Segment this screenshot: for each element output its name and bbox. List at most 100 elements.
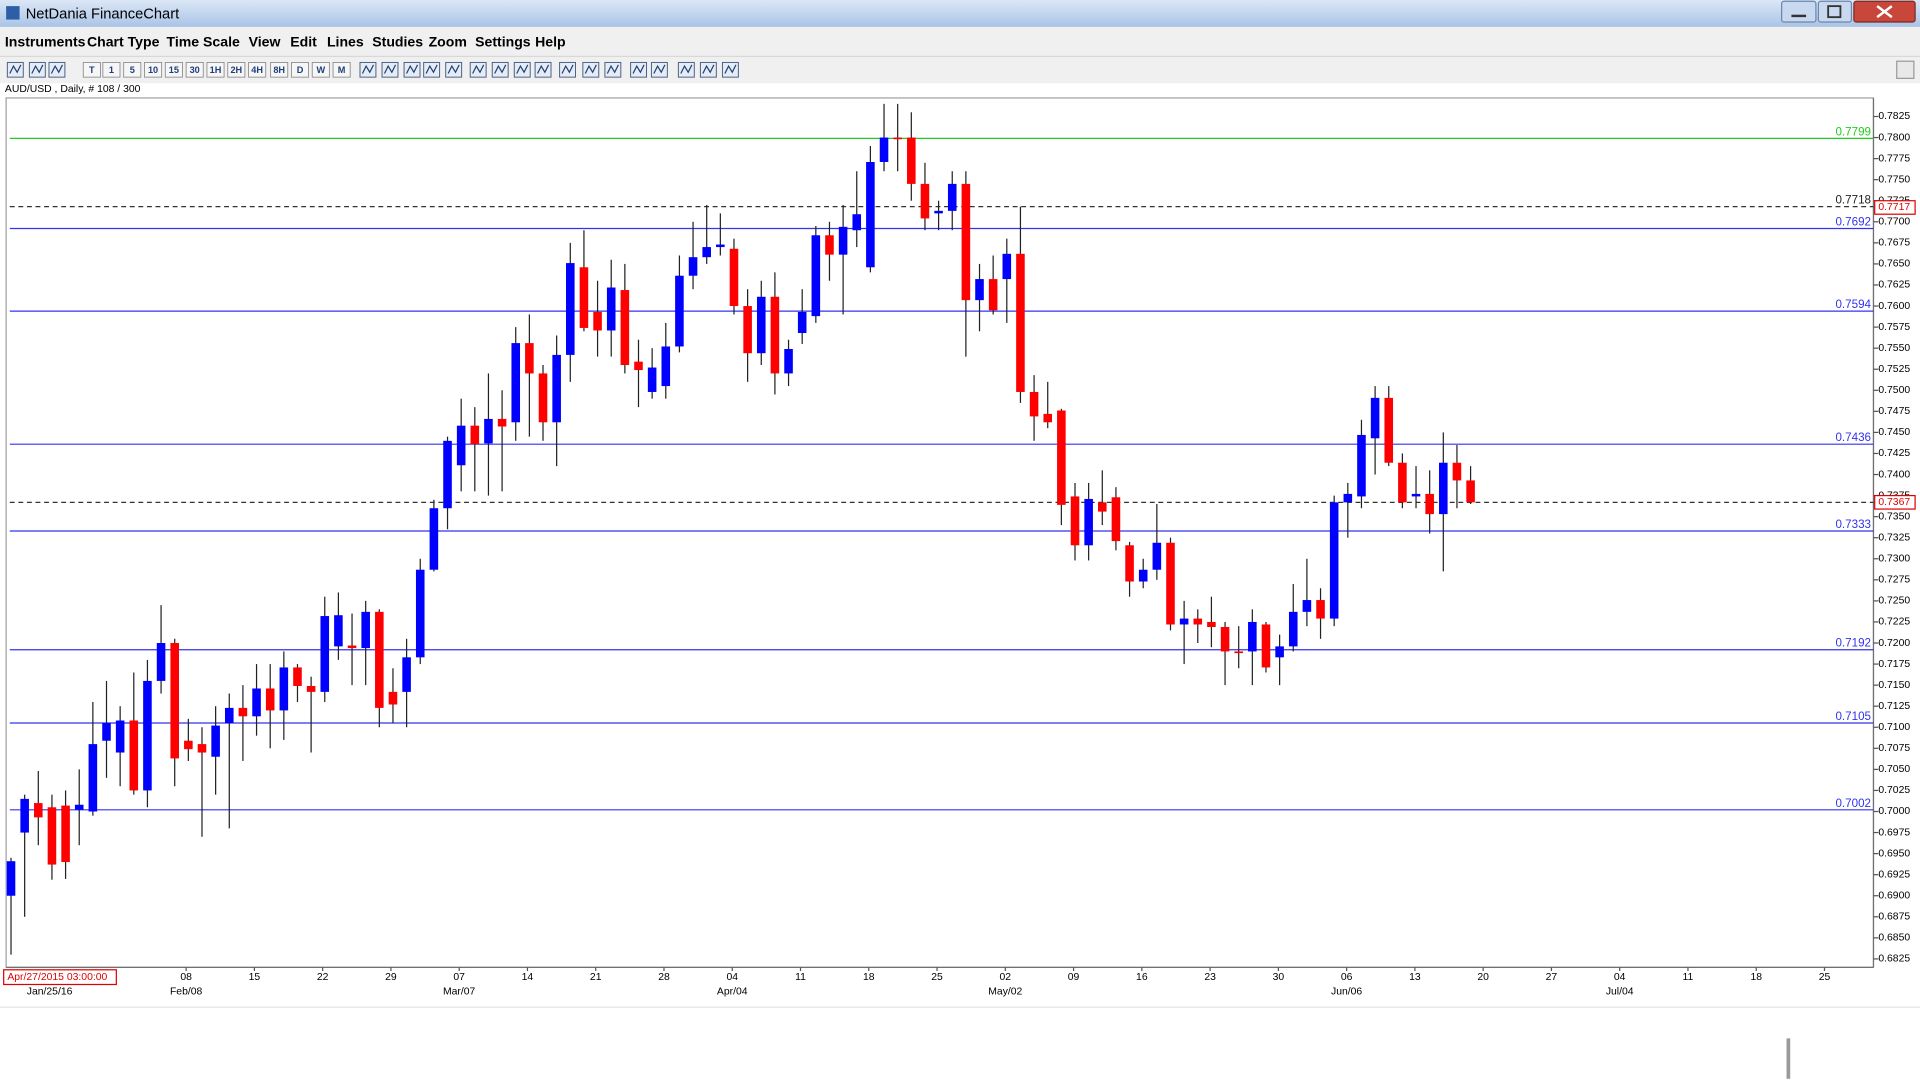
level-label: 0.7192 xyxy=(1835,637,1871,650)
candle-body xyxy=(593,311,602,331)
candle-body xyxy=(1329,502,1339,619)
x-tick-label: 11 xyxy=(1683,972,1694,983)
y-tick-label: 0.7600 xyxy=(1878,301,1910,312)
minimize-button[interactable] xyxy=(1781,0,1817,23)
menu-item[interactable]: Instruments xyxy=(5,34,86,50)
toolbar-label[interactable]: 5 xyxy=(130,65,135,75)
y-tick-label: 0.7300 xyxy=(1878,554,1910,565)
candle-body xyxy=(1357,434,1366,497)
menu-item[interactable]: View xyxy=(249,34,281,50)
y-tick-label: 0.7525 xyxy=(1878,364,1910,375)
toolbar-label[interactable]: 2H xyxy=(230,65,242,75)
plot-area xyxy=(5,97,1875,968)
candle-body xyxy=(1234,651,1243,654)
candle-body xyxy=(197,744,207,753)
icon-glyph xyxy=(653,64,666,74)
price-box xyxy=(1874,200,1916,215)
icon-glyph xyxy=(50,64,63,74)
candle-body xyxy=(1070,496,1080,546)
menu-item[interactable]: Edit xyxy=(290,34,317,50)
x-tick-label: 18 xyxy=(1750,972,1762,983)
candle-body xyxy=(1207,621,1216,628)
candle-body xyxy=(811,235,821,317)
candle-body xyxy=(484,418,493,444)
toolbar-label[interactable]: 15 xyxy=(169,65,179,75)
menu-item[interactable]: Settings xyxy=(475,34,531,50)
panel-button[interactable] xyxy=(1896,60,1915,79)
toolbar-button[interactable] xyxy=(332,62,351,78)
toolbar-button[interactable] xyxy=(144,62,163,78)
candle-body xyxy=(6,861,16,896)
candle-body xyxy=(443,440,452,509)
menu-item[interactable]: Time Scale xyxy=(167,34,240,50)
y-tick-label: 0.7250 xyxy=(1878,596,1910,607)
toolbar-button[interactable] xyxy=(311,62,330,78)
x-month-label: Jul/04 xyxy=(1606,987,1634,998)
candle-body xyxy=(74,804,84,810)
toolbar-button[interactable] xyxy=(227,62,246,78)
toolbar-button[interactable] xyxy=(206,62,225,78)
instrument-label: AUD/USD , Daily, # 108 / 300 xyxy=(5,84,141,95)
toolbar-button[interactable] xyxy=(248,62,267,78)
candle-body xyxy=(415,569,425,658)
icon-glyph xyxy=(516,64,529,74)
toolbar-label[interactable]: T xyxy=(89,65,95,75)
candle-body xyxy=(1098,502,1107,512)
candle-body xyxy=(1002,253,1012,280)
toolbar-label[interactable]: 30 xyxy=(190,65,200,75)
menu-item[interactable]: Zoom xyxy=(429,34,467,50)
candle-body xyxy=(1398,462,1407,503)
toolbar-label[interactable]: 1H xyxy=(210,65,222,75)
x-tick-label: 16 xyxy=(1136,972,1148,983)
toolbar-button[interactable] xyxy=(164,62,183,78)
icon-glyph xyxy=(632,64,645,74)
candle-body xyxy=(702,247,711,258)
resize-grip xyxy=(1786,1038,1791,1079)
toolbar-button[interactable] xyxy=(185,62,204,78)
candle-body xyxy=(1016,253,1025,392)
icon-glyph xyxy=(425,64,438,74)
toolbar-label[interactable]: 1 xyxy=(109,65,114,75)
toolbar-label[interactable]: 8H xyxy=(273,65,285,75)
toolbar-label[interactable]: 4H xyxy=(251,65,263,75)
candle-body xyxy=(47,807,57,865)
toolbar-label[interactable]: 10 xyxy=(148,65,158,75)
x-tick-label: 15 xyxy=(249,972,261,983)
y-tick-label: 0.7450 xyxy=(1878,427,1910,438)
candle-body xyxy=(1057,410,1066,505)
y-tick-label: 0.7325 xyxy=(1878,532,1910,543)
candle-body xyxy=(1248,621,1257,652)
candle-body xyxy=(388,691,398,705)
candle-body xyxy=(647,367,657,392)
icon-glyph xyxy=(680,64,693,74)
candle-body xyxy=(1370,397,1380,439)
toolbar-button[interactable] xyxy=(82,62,101,78)
menu-item[interactable]: Chart Type xyxy=(87,34,160,50)
y-tick-label: 0.7775 xyxy=(1878,153,1910,164)
menu-item[interactable]: Lines xyxy=(327,34,364,50)
candle-body xyxy=(320,616,330,692)
icon-glyph xyxy=(361,64,375,74)
toolbar-label[interactable]: M xyxy=(338,65,346,75)
toolbar-label[interactable]: D xyxy=(297,65,304,75)
x-tick-label: 28 xyxy=(658,972,670,983)
toolbar-button[interactable] xyxy=(102,62,121,78)
toolbar-button[interactable] xyxy=(291,62,309,78)
maximize-button[interactable] xyxy=(1817,0,1853,23)
candle-body xyxy=(838,226,848,255)
toolbar-button[interactable] xyxy=(123,62,142,78)
toolbar-button[interactable] xyxy=(270,62,289,78)
candle-body xyxy=(184,740,193,750)
price-box xyxy=(1874,494,1916,510)
toolbar-label[interactable]: W xyxy=(316,65,325,75)
chrome: Instruments Chart Type Time Scale View Edit L… xyxy=(5,34,739,78)
y-tick-label: 0.7800 xyxy=(1878,132,1910,143)
level-label: 0.7436 xyxy=(1835,431,1871,444)
cursor-box xyxy=(3,969,117,986)
x-month-label: May/02 xyxy=(988,987,1022,998)
menu-item[interactable]: Studies xyxy=(372,34,423,50)
candle-body xyxy=(784,349,793,374)
x-tick-label: 04 xyxy=(726,972,738,983)
menu-item[interactable]: Help xyxy=(535,34,566,50)
candle-body xyxy=(688,257,698,276)
